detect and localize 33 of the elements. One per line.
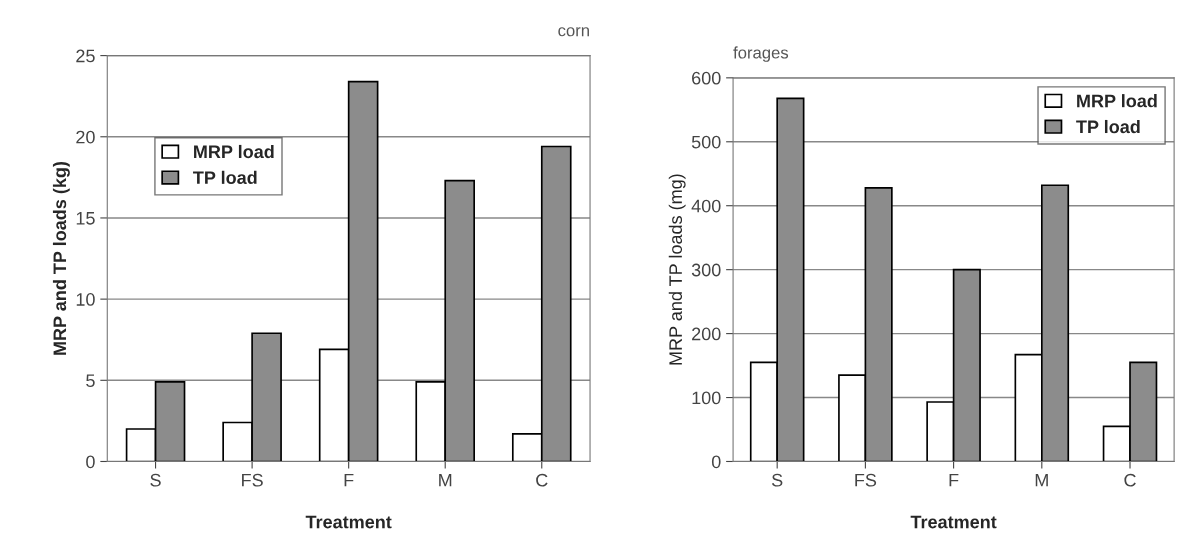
y-axis-title: MRP and TP loads (mg) (668, 174, 686, 365)
y-tick-label: 0 (711, 455, 721, 469)
x-tick-label: C (1124, 473, 1136, 487)
x-axis-title: Treatment (305, 515, 392, 529)
y-tick-label: 10 (76, 293, 95, 306)
y-tick-label: 20 (76, 130, 95, 144)
y-tick-label: 15 (76, 212, 95, 225)
x-tick-label: S (150, 473, 161, 487)
chart-title: forages (733, 46, 789, 62)
y-tick-label: 100 (692, 391, 721, 405)
x-tick-label: FS (855, 473, 877, 487)
y-tick-label: 5 (86, 374, 95, 388)
x-tick-label: FS (242, 473, 263, 487)
legend-label: MRP load (1077, 94, 1157, 108)
legend-label: TP load (193, 170, 257, 185)
legend-label: TP load (1076, 119, 1140, 134)
y-tick-label: 200 (692, 327, 721, 341)
y-tick-label: 500 (691, 135, 721, 149)
x-tick-label: S (771, 473, 783, 487)
y-axis-title: MRP and TP loads (kg) (52, 161, 70, 355)
x-tick-label: M (1035, 473, 1048, 487)
x-tick-label: F (344, 473, 354, 487)
x-tick-label: M (439, 473, 452, 487)
y-tick-label: 0 (86, 455, 95, 469)
legend-label: MRP load (194, 144, 274, 159)
x-axis-title: Treatment (910, 515, 997, 529)
y-tick-label: 25 (76, 49, 95, 63)
chart-title: corn (558, 27, 589, 37)
x-tick-label: C (536, 473, 548, 487)
y-tick-label: 400 (691, 199, 721, 213)
y-tick-label: 300 (691, 263, 721, 277)
y-tick-label: 600 (692, 71, 721, 85)
x-tick-label: F (949, 473, 959, 487)
